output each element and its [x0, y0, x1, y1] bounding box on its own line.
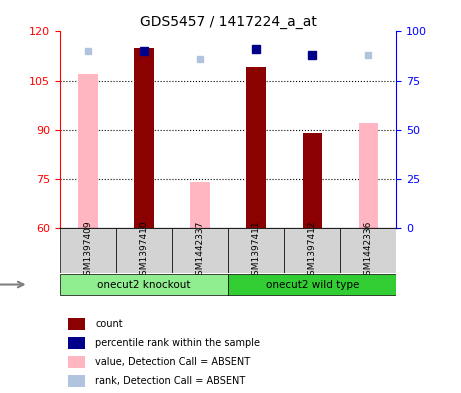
Bar — [78, 74, 98, 228]
Bar — [68, 375, 85, 387]
Text: onecut2 knockout: onecut2 knockout — [97, 279, 191, 290]
Text: GSM1397411: GSM1397411 — [252, 220, 261, 281]
FancyBboxPatch shape — [284, 228, 340, 273]
FancyBboxPatch shape — [60, 228, 116, 273]
FancyBboxPatch shape — [60, 274, 228, 296]
Text: rank, Detection Call = ABSENT: rank, Detection Call = ABSENT — [95, 376, 245, 386]
Text: GSM1397410: GSM1397410 — [140, 220, 148, 281]
Text: count: count — [95, 319, 123, 329]
FancyBboxPatch shape — [116, 228, 172, 273]
Text: GSM1442337: GSM1442337 — [195, 220, 205, 281]
FancyBboxPatch shape — [228, 228, 284, 273]
Bar — [359, 123, 378, 228]
Bar — [134, 48, 154, 228]
Text: GSM1397412: GSM1397412 — [308, 220, 317, 281]
Title: GDS5457 / 1417224_a_at: GDS5457 / 1417224_a_at — [140, 15, 317, 29]
FancyBboxPatch shape — [172, 228, 228, 273]
Text: percentile rank within the sample: percentile rank within the sample — [95, 338, 260, 348]
Bar — [68, 318, 85, 330]
FancyBboxPatch shape — [228, 274, 396, 296]
Bar — [247, 68, 266, 228]
Text: GSM1442336: GSM1442336 — [364, 220, 373, 281]
FancyBboxPatch shape — [340, 228, 396, 273]
Bar — [68, 356, 85, 368]
Text: GSM1397409: GSM1397409 — [83, 220, 93, 281]
Bar — [302, 133, 322, 228]
Text: value, Detection Call = ABSENT: value, Detection Call = ABSENT — [95, 357, 250, 367]
Bar — [68, 337, 85, 349]
Text: onecut2 wild type: onecut2 wild type — [266, 279, 359, 290]
Bar — [190, 182, 210, 228]
